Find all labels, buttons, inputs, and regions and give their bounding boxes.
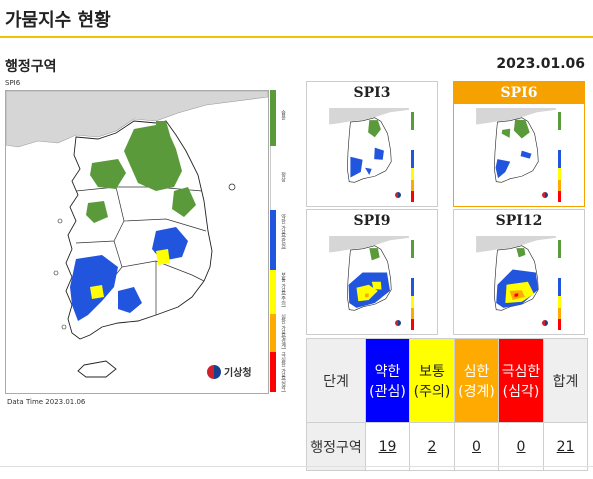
legend-normal: [270, 146, 276, 210]
thumb-title: SPI9: [353, 213, 391, 229]
wet-area-gyeonggi: [90, 159, 126, 189]
kma-logo: 기상청: [207, 364, 252, 379]
thumb-legend: [411, 112, 414, 202]
legend-extreme: [270, 352, 276, 392]
data-time: Data Time 2023.01.06: [7, 398, 86, 406]
thumb-map-spi9: [329, 236, 409, 311]
map-legend-labels: 습윤 정상 약한 가뭄(관심) 보통 가뭄(주의) 심한 가뭄(경계) 극심한 …: [278, 90, 300, 393]
legend-label-mild: 약한 가뭄(관심): [280, 214, 286, 250]
thumb-spi9[interactable]: SPI9: [306, 209, 438, 335]
stage-count-row: 행정구역 19 2 0 0 21: [306, 422, 588, 471]
thumb-logo-icon: [542, 320, 548, 326]
map-caption: SPI6: [5, 79, 21, 87]
count-severe-cell: 0: [454, 422, 499, 471]
section-label: 행정구역: [5, 59, 57, 75]
count-mild-cell: 19: [365, 422, 410, 471]
wet-area-east: [172, 187, 196, 217]
legend-mild: [270, 210, 276, 270]
main-drought-map: SPI6: [5, 78, 298, 408]
thumb-logo-icon: [395, 320, 401, 326]
stage-header-row: 단계 약한(관심) 보통(주의) 심한(경계) 극심한(심각) 합계: [306, 338, 588, 423]
legend-moderate: [270, 270, 276, 314]
count-total-link[interactable]: 21: [556, 438, 575, 455]
title-underline: [0, 36, 593, 38]
ulleung-island: [228, 183, 236, 191]
stage-level-total: 합계: [543, 338, 588, 423]
legend-label-extreme: 극심한 가뭄(심각): [280, 352, 286, 393]
korea-map: [5, 90, 269, 394]
map-legend-strip: [270, 90, 276, 392]
stage-level-moderate: 보통(주의): [409, 338, 455, 423]
north-korea-area: [6, 91, 268, 148]
wet-area-north: [156, 121, 170, 143]
bottom-divider: [0, 466, 593, 467]
thumb-spi12[interactable]: SPI12: [453, 209, 585, 335]
stage-level-extreme: 극심한(심각): [498, 338, 544, 423]
legend-severe: [270, 314, 276, 352]
thumb-title: SPI3: [353, 85, 391, 101]
thumb-legend: [558, 240, 561, 330]
wet-area-west: [86, 201, 108, 223]
thumb-spi6[interactable]: SPI6: [453, 81, 585, 207]
thumb-map-spi3: [329, 108, 409, 183]
thumb-logo-icon: [395, 192, 401, 198]
thumb-spi3[interactable]: SPI3: [306, 81, 438, 207]
thumb-logo-icon: [542, 192, 548, 198]
count-extreme-cell: 0: [498, 422, 544, 471]
kma-emblem-icon: [207, 364, 221, 379]
legend-wet: [270, 90, 276, 146]
legend-label-wet: 습윤: [280, 110, 286, 120]
thumb-legend: [411, 240, 414, 330]
count-severe-link[interactable]: 0: [472, 438, 481, 455]
moderate-drought-a: [156, 249, 170, 265]
legend-label-moderate: 보통 가뭄(주의): [280, 272, 286, 308]
kma-logo-text: 기상청: [224, 368, 252, 379]
count-extreme-link[interactable]: 0: [516, 438, 526, 455]
korea-map-svg: [6, 91, 268, 378]
count-moderate-cell: 2: [409, 422, 455, 471]
stage-level-severe: 심한(경계): [454, 338, 499, 423]
date-label: 2023.01.06: [496, 56, 585, 72]
count-mild-link[interactable]: 19: [378, 438, 397, 455]
stage-level-mild: 약한(관심): [365, 338, 410, 423]
wet-area-gangwon: [124, 125, 182, 191]
legend-label-normal: 정상: [280, 172, 286, 182]
thumb-map-spi12: [476, 236, 556, 311]
legend-label-severe: 심한 가뭄(경계): [280, 314, 286, 350]
thumb-legend: [558, 112, 561, 202]
region-row-header: 행정구역: [306, 422, 366, 471]
thumb-map-spi6: [476, 108, 556, 183]
count-total-cell: 21: [543, 422, 588, 471]
count-moderate-link[interactable]: 2: [427, 438, 437, 455]
stage-row-header: 단계: [306, 338, 366, 423]
jeju-island: [77, 360, 117, 378]
drought-stage-table: 단계 약한(관심) 보통(주의) 심한(경계) 극심한(심각) 합계 행정구역 …: [306, 338, 588, 471]
moderate-drought-b: [90, 285, 104, 299]
thumb-title: SPI6: [454, 82, 584, 104]
thumb-title: SPI12: [495, 213, 543, 229]
page-title: 가뭄지수 현황: [5, 10, 111, 31]
mild-drought-south: [118, 287, 142, 313]
